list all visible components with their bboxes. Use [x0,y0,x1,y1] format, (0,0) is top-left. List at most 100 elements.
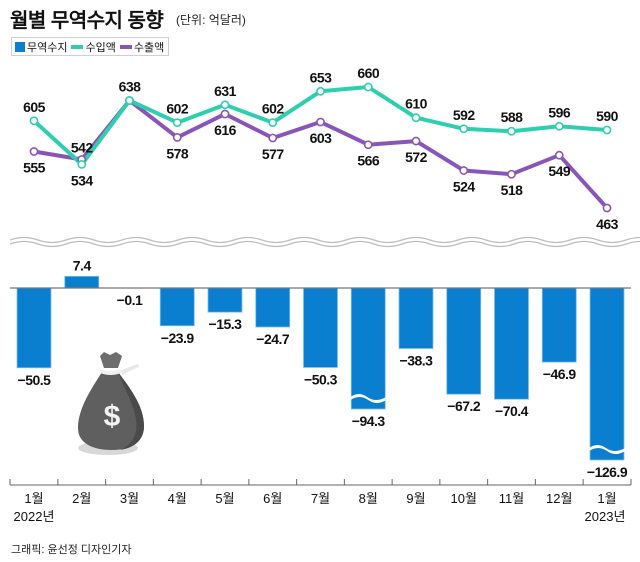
export-value-label: 578 [166,145,189,161]
import-value-label: 588 [501,109,524,125]
legend-swatch-imports [71,44,84,49]
x-tick-label: 1월 [24,491,43,506]
x-tick-label: 5월 [215,491,234,506]
bar-value-label: −94.3 [352,413,386,429]
import-value-label: 660 [357,65,380,81]
export-point [459,166,469,175]
import-point [411,113,421,123]
x-year-label: 2023년 [585,509,626,524]
x-tick-label: 10월 [451,491,477,506]
import-value-label: 653 [310,69,333,85]
export-point [363,140,373,150]
export-value-label: 572 [405,149,428,165]
export-value-label: 542 [71,139,94,155]
bar-value-label: −70.4 [495,403,529,419]
trade-balance-bars [16,275,625,461]
x-tick-label: 7월 [311,491,330,506]
import-value-label: 631 [214,83,237,99]
x-tick-label: 12월 [546,491,572,506]
export-value-label: 603 [310,130,333,146]
bar-value-label: −38.3 [400,353,434,369]
axis-break-divider [9,236,640,248]
bar [350,287,386,410]
x-tick-label: 8월 [359,491,378,506]
import-point [507,126,516,136]
x-year-label: 2022년 [14,509,55,524]
export-value-label: 566 [357,153,380,169]
bar-value-label: −126.9 [587,464,628,480]
bar-value-label: 7.4 [73,257,92,273]
bar-value-labels: −50.5 7.4 −0.1 −23.9 −15.3 −24.7 −50.3 −94.3 −38… [18,257,629,480]
unit-label: (단위: 억달러) [176,13,246,27]
x-tick-label: 4월 [168,491,187,506]
import-point [268,118,278,128]
export-point [554,150,564,160]
import-point [459,124,469,134]
import-point [554,121,564,131]
export-point [411,136,421,146]
export-value-label: 524 [453,179,476,195]
bar [398,287,434,349]
bar-break-mark [589,445,625,454]
export-point [507,169,516,179]
x-tick-label: 3월 [120,491,139,506]
import-value-label: 602 [166,101,189,117]
bar [303,287,338,368]
import-value-label: 596 [548,104,571,120]
import-value-label: 638 [119,79,142,95]
line-value-labels: 605 534 638 602 631 602 653 660 610 592 588 596 590 5… [23,65,619,232]
import-value-label: 602 [262,101,285,117]
x-tick-label: 9월 [406,491,425,506]
export-point [172,132,182,142]
export-point [220,109,230,119]
bar-value-label: −67.2 [447,398,481,414]
bar [16,287,52,369]
legend-item-exports: 수출액 [119,39,165,55]
bar [159,287,195,327]
bar-value-label: −50.5 [18,372,52,388]
dollar-sign-icon: $ [104,400,121,433]
export-value-label: 518 [501,182,524,198]
x-tick-label: 11월 [499,491,524,506]
legend-item-imports: 수입액 [71,39,116,55]
bar-value-label: −15.3 [209,316,243,332]
import-point [29,116,39,126]
import-value-label: 592 [453,107,476,123]
import-point [316,86,325,96]
export-value-label: 616 [214,122,237,138]
import-point [77,159,87,169]
import-value-label: 605 [23,99,46,115]
break-wave [9,236,640,244]
bar [64,275,100,289]
legend-label: 수출액 [133,41,165,54]
x-tick-label: 2월 [72,491,91,506]
import-value-label: 590 [596,108,619,124]
export-value-label: 463 [596,216,619,232]
legend-swatch-exports [119,44,132,49]
money-bag-icon: $ [78,352,144,455]
export-value-label: 549 [548,163,571,179]
chart-title: 월별 무역수지 동향 [10,10,164,32]
break-wave [9,240,640,248]
legend-swatch-trade-balance [15,41,25,52]
import-point [602,125,612,135]
bar [589,287,625,461]
legend-label: 무역수지 [27,41,68,54]
x-tick-label: 6월 [263,491,282,506]
export-value-label: 577 [262,146,285,162]
bar-value-label: −24.7 [256,331,290,347]
legend-item-trade-balance: 무역수지 [15,39,67,55]
bar [541,287,577,363]
bar [494,287,529,400]
bar-value-label: −23.9 [161,330,195,346]
bar-value-label: −46.9 [543,366,577,382]
export-point [602,203,612,213]
graphic-credit: 그래픽: 윤선정 디자인기자 [11,544,132,556]
x-axis: 1월 2022년 2월 3월 4월 5월 6월 7월 8월 9월 10월 11월 12월 1월 2023년 [9,479,632,524]
x-tick-label: 1월 [597,491,616,506]
import-point [172,118,182,128]
bar-value-label: −50.3 [304,371,338,387]
import-point [220,100,230,110]
export-value-label: 555 [23,159,46,175]
